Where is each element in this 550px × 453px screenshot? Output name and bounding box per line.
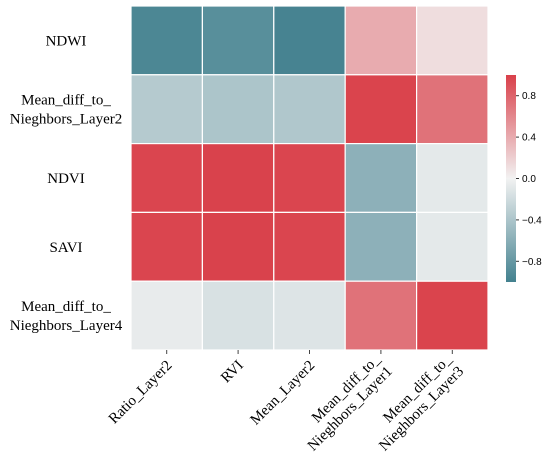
heatmap-cell	[416, 211, 489, 282]
heatmap-cell	[273, 143, 346, 214]
row-label: Mean_diff_to_ Nieghbors_Layer4	[10, 299, 123, 334]
heatmap-cell	[344, 280, 418, 351]
heatmap-cell	[344, 211, 418, 282]
heatmap-cell	[273, 211, 346, 282]
colorbar-tick-label: −0.8	[522, 257, 542, 268]
heatmap-cell	[130, 74, 204, 145]
column-labels: Ratio_Layer2 RVI Mean_Layer2Mean_diff_to_N…	[106, 350, 467, 453]
row-label: NDVI	[47, 171, 85, 187]
heatmap-cell	[273, 74, 346, 145]
colorbar-tick-label: −0.4	[522, 215, 542, 226]
heatmap-cell	[201, 280, 275, 351]
row-label: SAVI	[49, 240, 82, 256]
heatmap-cell	[344, 143, 418, 214]
row-labels: NDWI Mean_diff_to_ Nieghbors_Layer2 NDVI SAV…	[10, 33, 123, 334]
column-label: Ratio_Layer2	[106, 358, 176, 428]
heatmap-cell	[344, 5, 418, 76]
column-label: Mean_Layer2	[248, 358, 319, 429]
colorbar-tick-label: 0.0	[522, 174, 536, 185]
row-label: NDWI	[46, 33, 87, 49]
heatmap-cell	[201, 74, 275, 145]
heatmap-cell	[416, 143, 489, 214]
heatmap-cell	[201, 5, 275, 76]
heatmap-cells	[130, 5, 489, 351]
colorbar-tick-label: 0.8	[522, 91, 536, 102]
row-label: Mean_diff_to_ Nieghbors_Layer2	[10, 93, 122, 128]
heatmap-cell	[273, 280, 346, 351]
heatmap-cell	[344, 74, 418, 145]
heatmap-cell	[201, 143, 275, 214]
column-label: RVI	[218, 358, 247, 387]
heatmap-cell	[130, 280, 204, 351]
heatmap-cell	[130, 5, 204, 76]
heatmap-cell	[416, 280, 489, 351]
heatmap-cell	[273, 5, 346, 76]
heatmap-cell	[416, 74, 489, 145]
heatmap-cell	[201, 211, 275, 282]
heatmap-cell	[130, 211, 204, 282]
heatmap-cell	[416, 5, 489, 76]
colorbar: 0.8 0.4 0.0 −0.4 −0.8	[506, 75, 542, 282]
colorbar-tick-label: 0.4	[522, 133, 536, 144]
heatmap-cell	[130, 143, 204, 214]
colorbar-gradient	[506, 75, 516, 282]
